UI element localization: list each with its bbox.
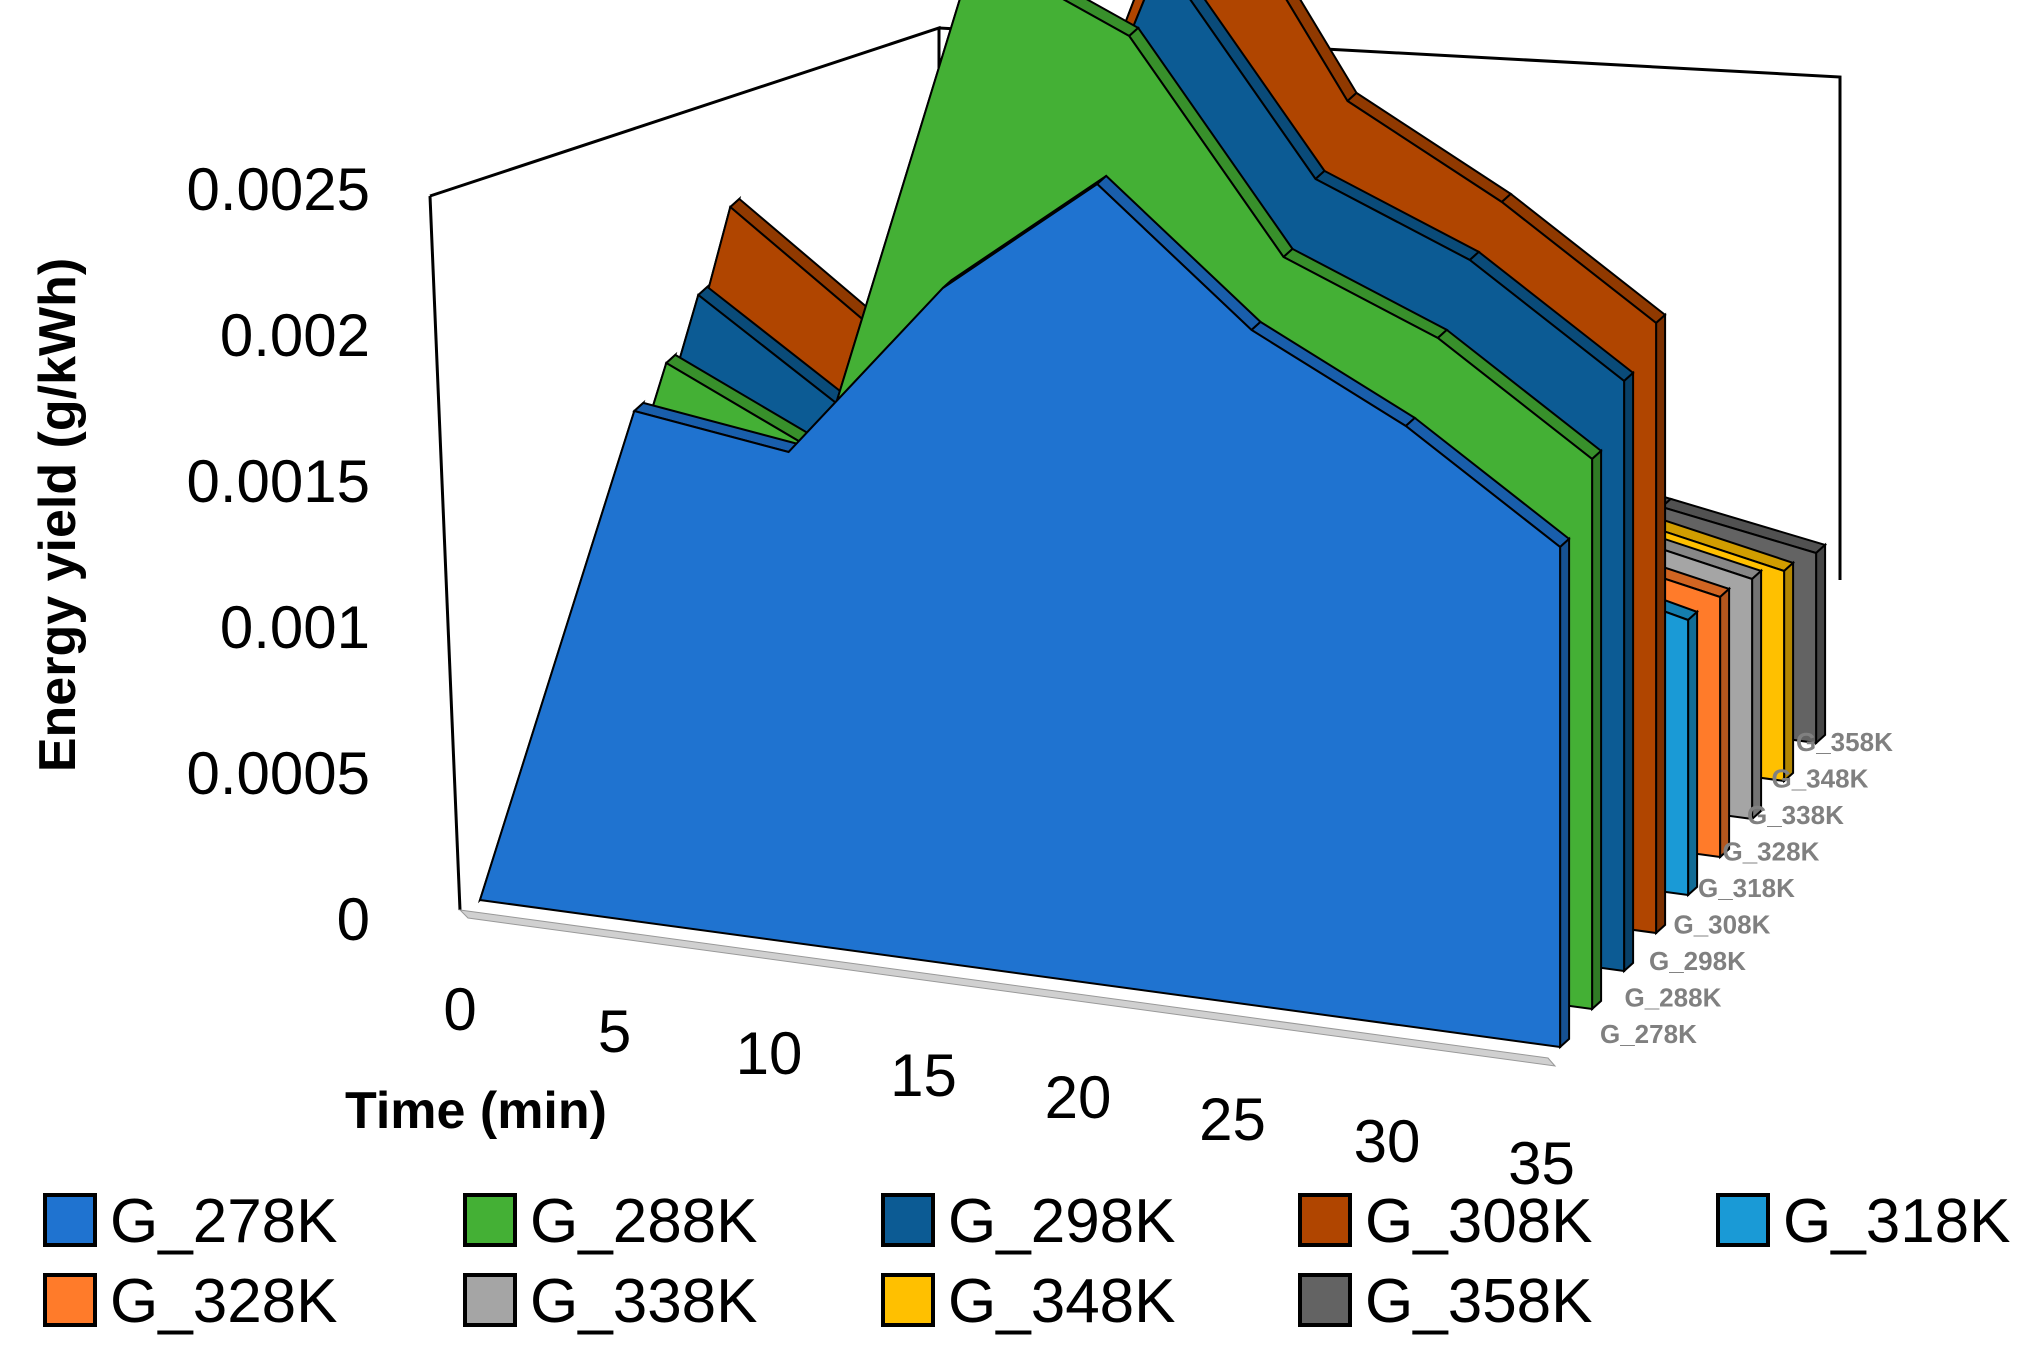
floor — [458, 909, 1557, 1067]
series-side-G_328K — [1719, 586, 1731, 860]
legend-label: G_288K — [530, 1187, 758, 1256]
x-axis-title: Time (min) — [345, 1082, 607, 1140]
legend-item-G_318K: G_318K — [1716, 1187, 2011, 1256]
depth-label: G_318K — [1698, 873, 1795, 903]
legend-label: G_328K — [110, 1267, 338, 1336]
legend: G_278K G_288K G_298K G_308K G_318K G_328K G_33… — [43, 1187, 2011, 1336]
legend-item-G_328K: G_328K — [43, 1267, 338, 1336]
x-tick-label: 20 — [1045, 1064, 1112, 1131]
series-side-G_318K — [1687, 609, 1699, 898]
y-tick-label: 0.002 — [220, 302, 370, 369]
legend-swatch — [43, 1273, 97, 1327]
y-axis-title: Energy yield (g/kWh) — [29, 258, 87, 772]
series-G_278K — [477, 174, 1571, 1050]
left-wall-edge — [428, 195, 462, 911]
legend-item-G_308K: G_308K — [1298, 1187, 1593, 1256]
depth-label: G_288K — [1625, 983, 1722, 1013]
y-tick-label: 0.0015 — [186, 448, 370, 515]
legend-item-G_358K: G_358K — [1298, 1267, 1593, 1336]
y-axis-ticks: 0 0.0005 0.001 0.0015 0.002 0.0025 — [186, 156, 370, 953]
legend-label: G_278K — [110, 1187, 338, 1256]
depth-label: G_298K — [1649, 946, 1746, 976]
y-tick-label: 0.0005 — [186, 740, 370, 807]
depth-label: G_278K — [1600, 1019, 1697, 1049]
y-tick-label: 0.0025 — [186, 156, 370, 223]
legend-item-G_278K: G_278K — [43, 1187, 338, 1256]
legend-label: G_348K — [948, 1267, 1176, 1336]
legend-item-G_348K: G_348K — [881, 1267, 1176, 1336]
legend-item-G_288K: G_288K — [463, 1187, 758, 1256]
depth-label: G_348K — [1772, 764, 1869, 794]
x-axis-ticks: 0 5 10 15 20 25 30 35 — [443, 976, 1575, 1197]
series-side-G_298K — [1623, 370, 1635, 974]
series-side-G_308K — [1655, 312, 1667, 936]
x-tick-label: 10 — [736, 1020, 803, 1087]
depth-label: G_308K — [1674, 910, 1771, 940]
legend-swatch — [1716, 1193, 1770, 1247]
legend-swatch — [43, 1193, 97, 1247]
legend-swatch — [463, 1193, 517, 1247]
x-tick-label: 15 — [890, 1042, 957, 1109]
legend-swatch — [1298, 1193, 1352, 1247]
x-tick-label: 0 — [443, 976, 476, 1043]
x-tick-label: 25 — [1199, 1086, 1266, 1153]
legend-swatch — [463, 1273, 517, 1327]
legend-swatch — [1298, 1273, 1352, 1327]
depth-label: G_358K — [1796, 727, 1893, 757]
legend-label: G_308K — [1365, 1187, 1593, 1256]
series-front-G_278K — [478, 182, 1562, 1049]
legend-item-G_298K: G_298K — [881, 1187, 1176, 1256]
series-side-G_338K — [1751, 568, 1763, 822]
series-side-G_288K — [1591, 448, 1603, 1012]
y-tick-label: 0 — [337, 886, 370, 953]
x-tick-label: 30 — [1354, 1108, 1421, 1175]
x-tick-label: 5 — [598, 998, 631, 1065]
depth-label: G_328K — [1723, 837, 1820, 867]
legend-swatch — [881, 1273, 935, 1327]
legend-label: G_318K — [1783, 1187, 2011, 1256]
series-side-G_358K — [1815, 542, 1827, 746]
y-tick-label: 0.001 — [220, 594, 370, 661]
legend-label: G_358K — [1365, 1267, 1593, 1336]
legend-label: G_338K — [530, 1267, 758, 1336]
x-tick-label: 35 — [1508, 1130, 1575, 1197]
depth-axis-labels: G_278K G_288K G_298K G_308K G_318K G_328K G_33… — [1600, 727, 1893, 1049]
series-side-G_348K — [1783, 560, 1795, 784]
series-layer — [477, 0, 1828, 1050]
depth-label: G_338K — [1747, 800, 1844, 830]
series-side-G_278K — [1559, 536, 1571, 1050]
legend-item-G_338K: G_338K — [463, 1267, 758, 1336]
legend-label: G_298K — [948, 1187, 1176, 1256]
legend-swatch — [881, 1193, 935, 1247]
